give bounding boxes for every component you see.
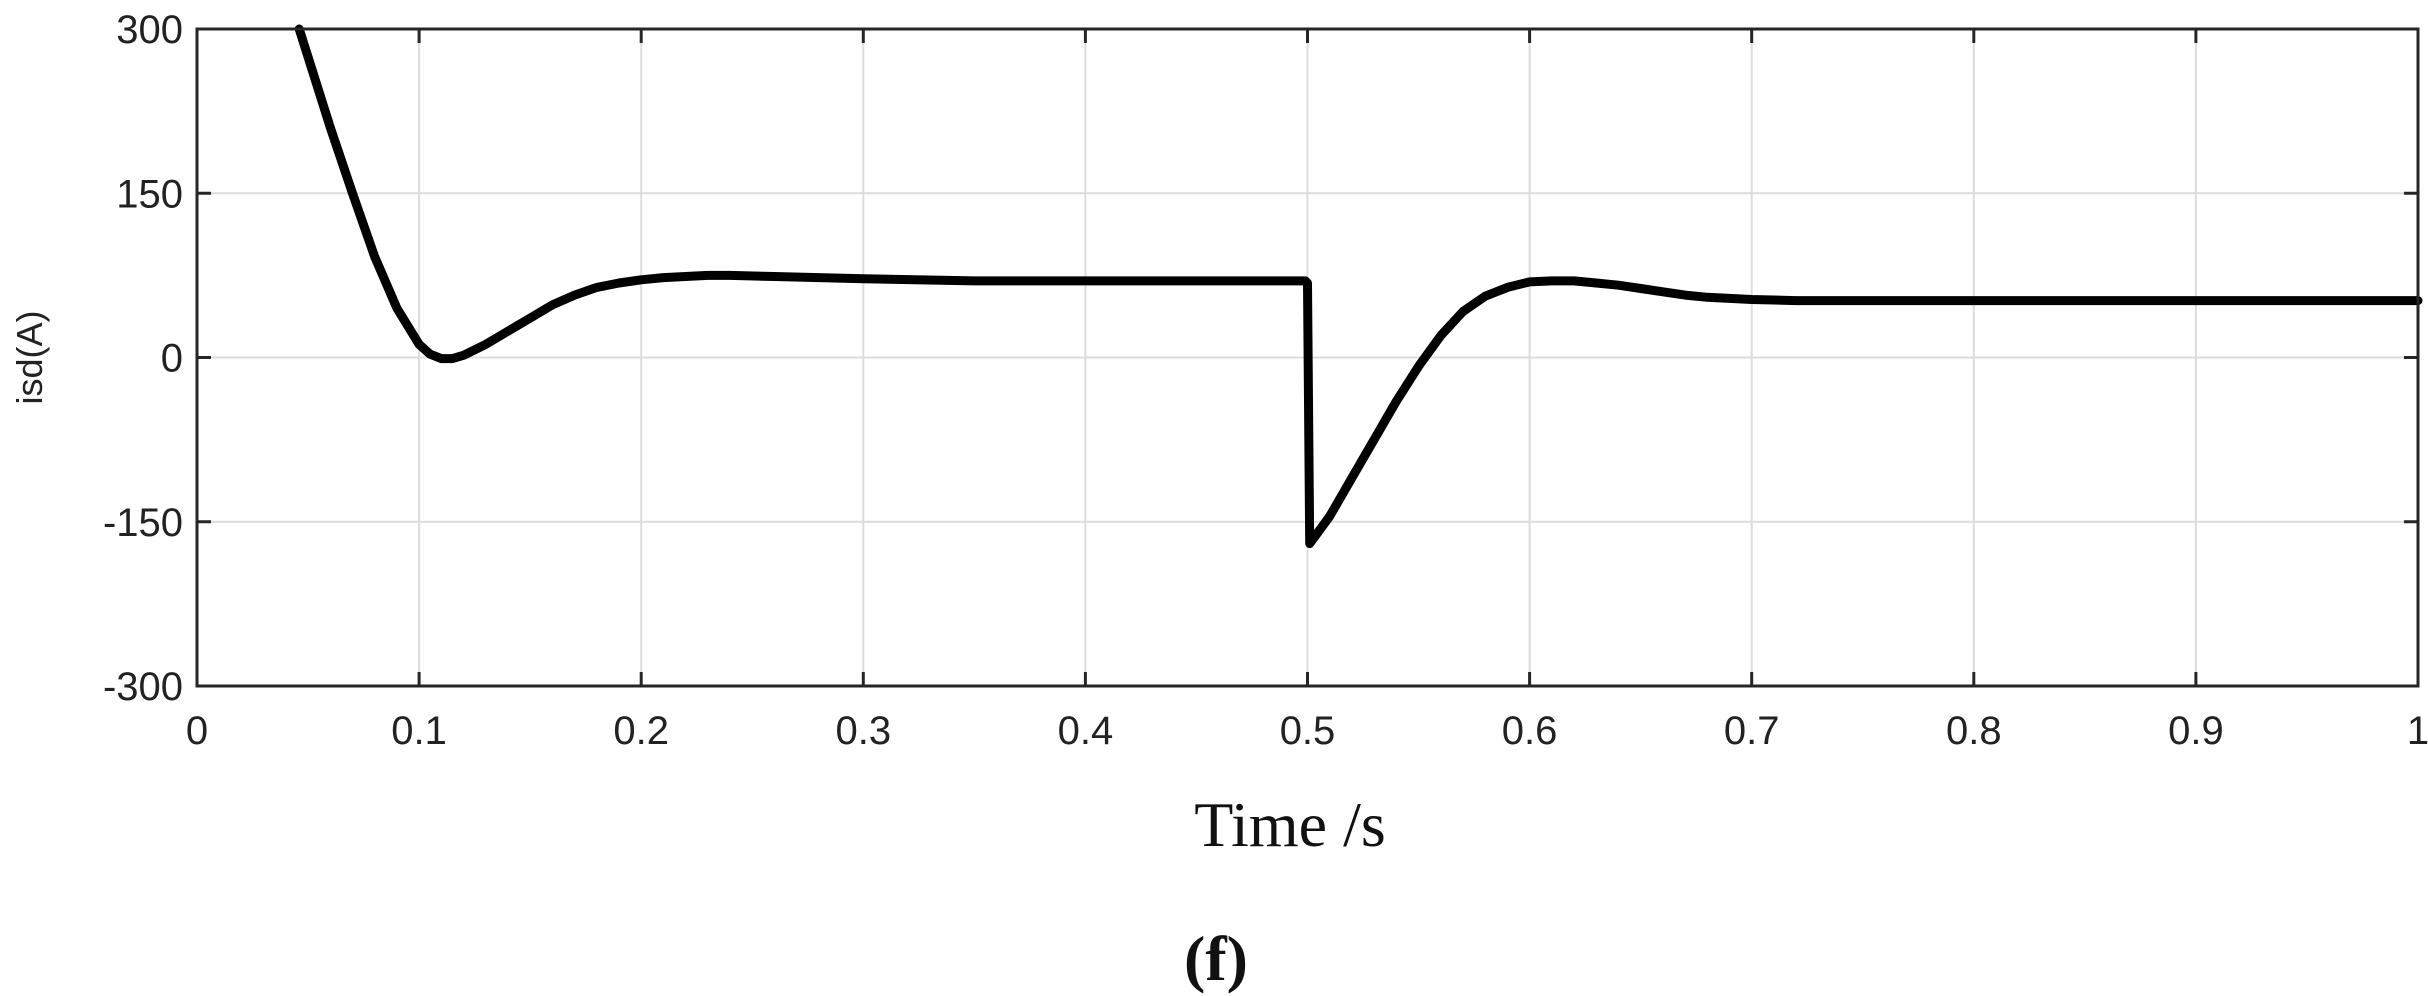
y-tick-label: 150: [116, 172, 183, 216]
y-axis-label: isd(A): [9, 310, 50, 404]
series-layer: [294, 24, 2423, 549]
y-tick-label: 300: [116, 8, 183, 52]
x-tick-label: 0.7: [1724, 709, 1780, 753]
x-tick-label: 0.6: [1502, 709, 1558, 753]
x-tick-label: 0.9: [2168, 709, 2224, 753]
panel-label: (f): [1184, 923, 1248, 994]
x-tick-label: 0.3: [835, 709, 891, 753]
x-tick-label: 0: [186, 709, 208, 753]
x-tick-label: 0.8: [1946, 709, 2002, 753]
x-tick-label: 0.5: [1280, 709, 1336, 753]
x-tick-label: 0.2: [613, 709, 669, 753]
x-tick-label: 1: [2407, 709, 2428, 753]
isd-series-line: [294, 24, 2423, 549]
x-tick-label: 0.1: [391, 709, 447, 753]
y-tick-label: -150: [103, 501, 183, 545]
x-tick-label: 0.4: [1058, 709, 1114, 753]
y-tick-label: -300: [103, 665, 183, 709]
x-axis-label: Time /s: [1194, 789, 1386, 860]
y-tick-label: 0: [161, 337, 183, 381]
ticks: 0 0.1 0.2 0.3 0.4 0.5 0.6 0.7 0.8 0.9 1 300 150 0 -150…: [103, 8, 2428, 753]
